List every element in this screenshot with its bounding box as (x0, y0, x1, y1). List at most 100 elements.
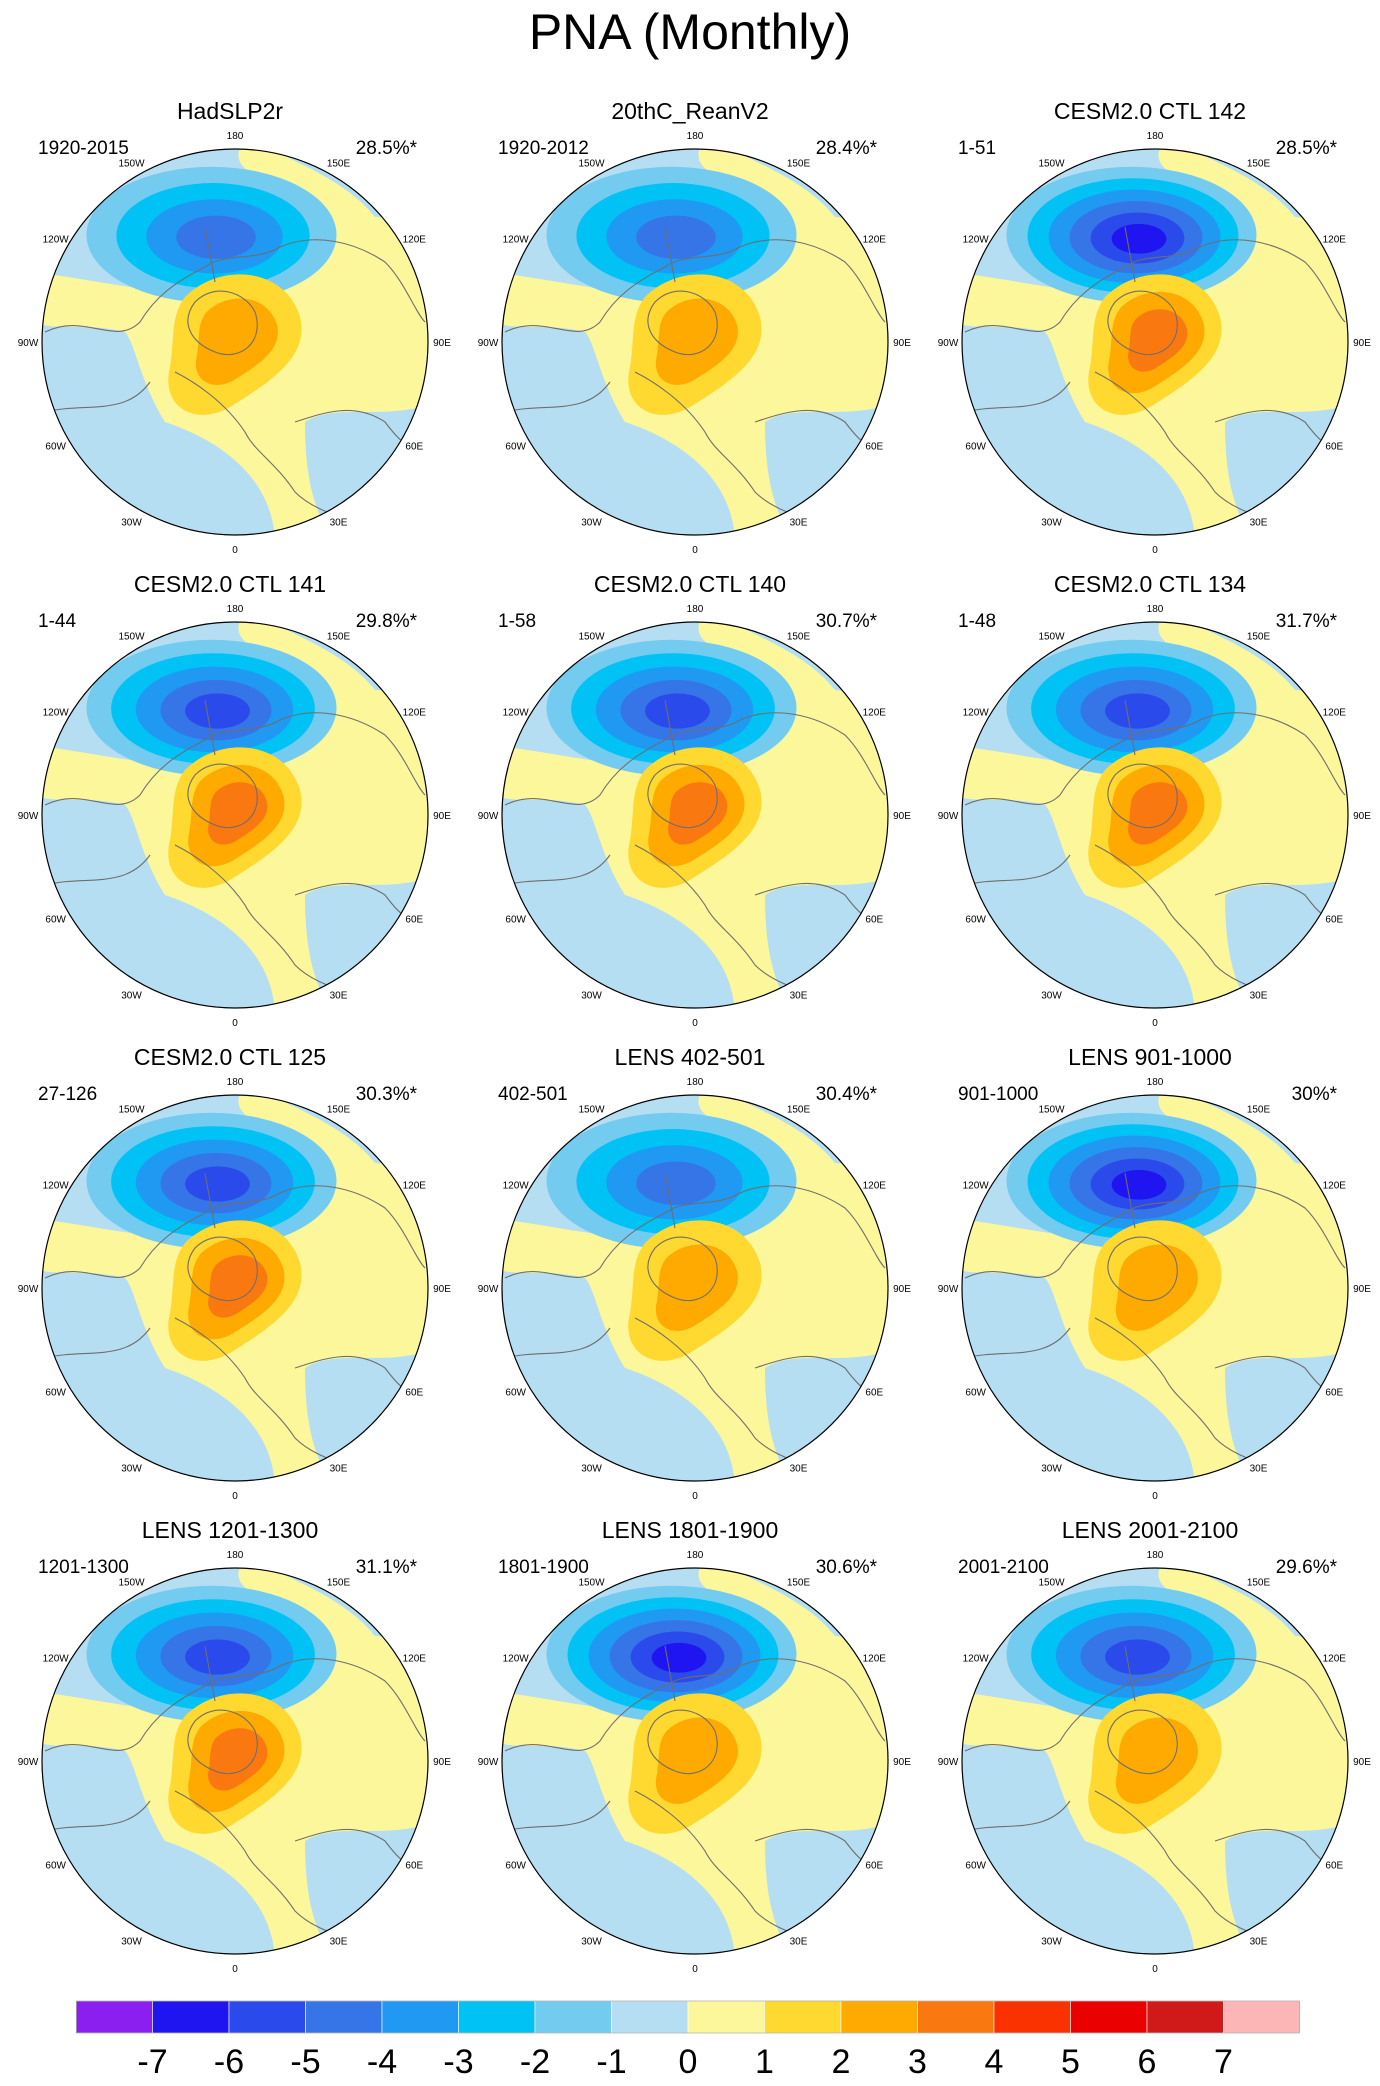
panel-title: LENS 402-501 (614, 1044, 766, 1070)
longitude-label: 60W (965, 915, 986, 926)
longitude-label: 30E (790, 1936, 808, 1947)
longitude-label: 90W (18, 811, 39, 822)
colorbar-tick-label: -7 (137, 2043, 168, 2081)
longitude-label: 30E (330, 1463, 348, 1474)
polar-map: 180 150E 120E 90E 60E 30E 0 30W 60W 90W 120W 150W (18, 131, 452, 556)
longitude-label: 120E (403, 708, 427, 719)
longitude-label: 30E (330, 517, 348, 528)
longitude-label: 60W (505, 1388, 526, 1399)
anomaly-field (502, 1095, 888, 1481)
polar-map: 180 150E 120E 90E 60E 30E 0 30W 60W 90W 120W 150W (478, 1550, 912, 1975)
panel-variance: 28.4%* (815, 138, 877, 159)
longitude-label: 150W (578, 632, 605, 643)
longitude-label: 120E (863, 708, 887, 719)
longitude-label: 0 (692, 1964, 698, 1975)
colorbar-swatch (764, 2000, 842, 2034)
longitude-label: 60E (1325, 1861, 1343, 1872)
polar-map: 180 150E 120E 90E 60E 30E 0 30W 60W 90W 120W 150W (478, 131, 912, 556)
polar-map: 180 150E 120E 90E 60E 30E 0 30W 60W 90W 120W 150W (478, 1077, 912, 1502)
longitude-label: 30W (121, 1463, 142, 1474)
longitude-label: 180 (227, 1077, 244, 1088)
longitude-label: 60E (865, 1388, 883, 1399)
colorbar-tick-label: -4 (366, 2043, 398, 2081)
panel-variance: 28.5%* (1275, 138, 1337, 159)
polar-map: 180 150E 120E 90E 60E 30E 0 30W 60W 90W 120W 150W (478, 604, 912, 1029)
longitude-label: 60W (965, 442, 986, 453)
longitude-label: 30E (1250, 1463, 1268, 1474)
longitude-label: 120W (963, 1181, 990, 1192)
panel-variance: 31.1%* (355, 1557, 417, 1578)
longitude-label: 60W (965, 1388, 986, 1399)
longitude-label: 60W (505, 442, 526, 453)
longitude-label: 60E (865, 915, 883, 926)
longitude-label: 120W (503, 235, 530, 246)
map-panel: LENS 2001-2100 2001-2100 29.6%* 180 150E 120E… (920, 1419, 1380, 1975)
colorbar-tick-label: -5 (290, 2043, 321, 2081)
longitude-label: 60E (405, 1861, 423, 1872)
colorbar-swatch (917, 2000, 995, 2034)
longitude-label: 180 (227, 604, 244, 615)
longitude-label: 30E (330, 1936, 348, 1947)
colorbar-swatch (305, 2000, 383, 2034)
map-panel: LENS 402-501 402-501 30.4%* 180 150E 120E 90E 6… (460, 946, 920, 1502)
polar-map: 180 150E 120E 90E 60E 30E 0 30W 60W 90W 120W 150W (938, 131, 1372, 556)
longitude-label: 120E (863, 1181, 887, 1192)
panel-period: 1201-1300 (38, 1557, 129, 1578)
map-panel: HadSLP2r 1920-2015 28.5%* 180 150E 120E 90E 60E… (0, 0, 460, 556)
longitude-label: 60E (865, 442, 883, 453)
longitude-label: 180 (687, 1550, 704, 1561)
longitude-label: 180 (687, 1077, 704, 1088)
colorbar-swatch (840, 2000, 918, 2034)
longitude-label: 30E (330, 990, 348, 1001)
polar-map: 180 150E 120E 90E 60E 30E 0 30W 60W 90W 120W 150W (18, 1550, 452, 1975)
longitude-label: 90E (1353, 811, 1371, 822)
longitude-label: 150W (578, 1105, 605, 1116)
colorbar-swatch (993, 2000, 1071, 2034)
polar-map: 180 150E 120E 90E 60E 30E 0 30W 60W 90W 120W 150W (18, 604, 452, 1029)
longitude-label: 180 (687, 604, 704, 615)
polar-map: 180 150E 120E 90E 60E 30E 0 30W 60W 90W 120W 150W (938, 1550, 1372, 1975)
panel-period: 1-48 (958, 611, 997, 632)
map-panel: CESM2.0 CTL 134 1-48 31.7%* 180 150E 120E 90E 6… (920, 473, 1380, 1029)
longitude-label: 150W (1038, 159, 1065, 170)
longitude-label: 150W (1038, 1578, 1065, 1589)
polar-map: 180 150E 120E 90E 60E 30E 0 30W 60W 90W 120W 150W (18, 1077, 452, 1502)
longitude-label: 120E (403, 1181, 427, 1192)
colorbar-swatch (687, 2000, 765, 2034)
longitude-label: 0 (692, 1491, 698, 1502)
longitude-label: 0 (1152, 1964, 1158, 1975)
longitude-label: 90E (433, 338, 451, 349)
polar-map: 180 150E 120E 90E 60E 30E 0 30W 60W 90W 120W 150W (938, 1077, 1372, 1502)
longitude-label: 150W (1038, 1105, 1065, 1116)
longitude-label: 0 (1152, 1018, 1158, 1029)
longitude-label: 180 (1147, 131, 1164, 142)
colorbar-tick-label: 7 (1214, 2043, 1233, 2081)
longitude-label: 120W (963, 1654, 990, 1665)
longitude-label: 150W (118, 632, 145, 643)
longitude-label: 0 (1152, 1491, 1158, 1502)
longitude-label: 30E (1250, 517, 1268, 528)
longitude-label: 90W (938, 1757, 959, 1768)
longitude-label: 180 (1147, 604, 1164, 615)
longitude-label: 180 (687, 131, 704, 142)
longitude-label: 180 (227, 131, 244, 142)
panel-title: CESM2.0 CTL 141 (133, 571, 327, 597)
colorbar-tick-label: -2 (519, 2043, 551, 2081)
longitude-label: 30E (1250, 1936, 1268, 1947)
panel-variance: 30.7%* (815, 611, 877, 632)
longitude-label: 150E (327, 1578, 351, 1589)
longitude-label: 150W (578, 159, 605, 170)
panel-period: 402-501 (498, 1084, 568, 1105)
longitude-label: 90W (18, 1757, 39, 1768)
longitude-label: 0 (232, 1964, 238, 1975)
panel-title: CESM2.0 CTL 142 (1053, 98, 1247, 124)
colorbar-tick-label: 6 (1137, 2043, 1157, 2081)
colorbar-swatch (1146, 2000, 1224, 2034)
longitude-label: 60W (45, 442, 66, 453)
colorbar-swatch (1223, 2000, 1300, 2034)
longitude-label: 60E (405, 442, 423, 453)
panel-title: CESM2.0 CTL 140 (593, 571, 787, 597)
longitude-label: 90W (18, 338, 39, 349)
panel-period: 27-126 (38, 1084, 98, 1105)
longitude-label: 30W (1041, 1463, 1062, 1474)
